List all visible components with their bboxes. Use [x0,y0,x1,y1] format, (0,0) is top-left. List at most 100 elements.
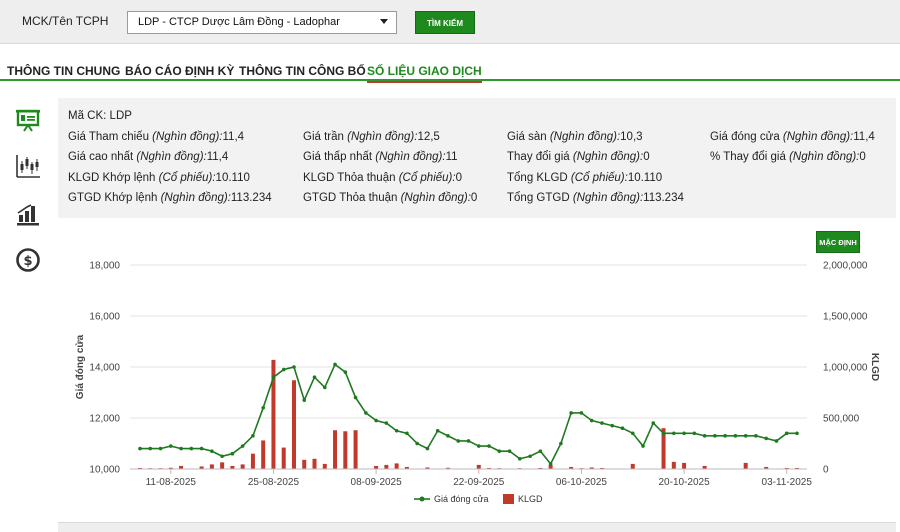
volume-bar [682,462,687,469]
y-left-tick-label: 10,000 [89,465,120,476]
price-point [220,454,224,459]
x-tick-label: 20-10-2025 [659,477,711,488]
price-point [240,444,245,448]
volume-bar [671,461,676,469]
price-point [374,418,378,423]
info-field-unit: (Nghìn đồng): [572,151,644,163]
info-field-label: GTGD Khớp lệnh [68,192,161,204]
price-point [682,431,686,436]
volume-bar [240,464,245,469]
info-field-unit: (Cổ phiếu): [570,172,628,184]
info-field-value: 11,4 [222,131,245,143]
company-select-value: LDP - CTCP Dược Lâm Đồng - Ladophar [138,16,340,28]
chart-grid [130,264,807,470]
info-field: Giá sàn (Nghìn đồng):10,3 [507,131,643,143]
volume-bar [394,463,399,469]
price-point [251,434,255,438]
tab-disclosures[interactable]: THÔNG TIN CÔNG BỐ [239,64,366,78]
info-field-label: Giá sàn [507,131,550,143]
ma-ck-label: Mã CK: [68,110,107,122]
chart-axes: 10,000 12,000 14,000 16,000 18,000 0 500,000 1,… [75,261,880,489]
price-point [538,449,543,453]
info-field-label: Giá Tham chiếu [68,131,153,143]
price-point [754,434,758,438]
bar-chart-icon[interactable] [15,201,41,227]
info-field-value: 0 [643,151,650,163]
price-point [281,367,286,372]
price-point [179,446,183,451]
candlestick-icon[interactable] [15,153,41,179]
price-point [292,365,296,369]
volume-bar [784,467,789,469]
volume-bar [168,467,173,469]
volume-bar [548,464,553,469]
volume-bar [230,465,235,469]
legend-bar-swatch [503,494,514,504]
info-field: Tổng GTGD (Nghìn đồng):113.234 [507,192,684,204]
price-point [456,439,461,443]
price-point [384,421,389,425]
info-field-unit: (Nghìn đồng): [375,151,446,163]
price-point [774,439,779,443]
tab-bar: THÔNG TIN CHUNG BÁO CÁO ĐỊNH KỲ THÔNG TI… [0,44,900,83]
info-field-unit: (Nghìn đồng): [160,192,231,204]
volume-bar [538,467,543,469]
info-field-label: Giá cao nhất [68,151,137,163]
volume-bar [281,447,286,469]
price-point [312,375,317,380]
x-tick-label: 22-09-2025 [453,477,505,488]
info-field: Giá cao nhất (Nghìn đồng):11,4 [68,151,228,163]
price-point [610,423,615,428]
search-button[interactable]: TÌM KIẾM [415,11,475,34]
info-field-unit: (Nghìn đồng): [152,131,223,143]
price-point [322,385,327,390]
volume-bar [487,467,492,469]
tab-general-info[interactable]: THÔNG TIN CHUNG [7,64,121,78]
info-field: Giá đóng cửa (Nghìn đồng):11,4 [710,131,875,143]
volume-bar [353,430,358,469]
info-field-label: GTGD Thỏa thuận [303,192,401,204]
volume-bar [374,465,379,469]
info-field: GTGD Khớp lệnh (Nghìn đồng):113.234 [68,192,272,204]
price-point [733,434,738,438]
price-point [507,449,512,453]
info-field: Thay đổi giá (Nghìn đồng):0 [507,151,650,163]
chart-legend: Giá đóng cửa KLGD [414,494,543,504]
legend-label-volume: KLGD [518,494,543,504]
volume-bar [209,464,214,469]
info-field: Giá Tham chiếu (Nghìn đồng):11,4 [68,131,244,143]
company-select[interactable]: LDP - CTCP Dược Lâm Đồng - Ladophar [127,11,397,34]
volume-bar [743,462,748,469]
info-field-value: 113.234 [230,192,272,204]
price-point [333,362,337,367]
dollar-icon[interactable]: $ [15,247,41,273]
y-right-tick-label: 1,000,000 [823,363,868,374]
info-field-unit: (Cổ phiếu): [158,172,216,184]
default-button[interactable]: MẶC ĐỊNH [816,231,860,253]
info-field-unit: (Nghìn đồng): [136,151,207,163]
info-field-label: Tổng KLGD [507,172,571,184]
caret-down-icon [380,19,388,24]
volume-bar [322,463,327,469]
volume-bar [569,466,574,469]
info-field-label: KLGD Thỏa thuận [303,172,399,184]
price-point [302,398,307,402]
price-point [548,462,553,466]
presentation-icon[interactable] [15,107,41,133]
tab-trading-data[interactable]: SỐ LIỆU GIAO DỊCH [367,64,482,83]
info-field-value: 11 [445,151,458,163]
price-point [630,431,635,436]
volume-bar [425,467,430,469]
price-line [138,362,799,466]
price-point [476,444,481,448]
tab-periodic-reports[interactable]: BÁO CÁO ĐỊNH KỲ [125,64,235,78]
y-right-tick-label: 2,000,000 [823,261,868,272]
price-point [559,441,563,446]
price-point [784,431,789,436]
info-field-label: Tổng GTGD [507,192,573,204]
info-field-value: 0 [455,172,462,184]
ma-ck: Mã CK: LDP [68,110,132,122]
price-point [579,411,584,415]
legend-label-price: Giá đóng cửa [434,494,489,504]
